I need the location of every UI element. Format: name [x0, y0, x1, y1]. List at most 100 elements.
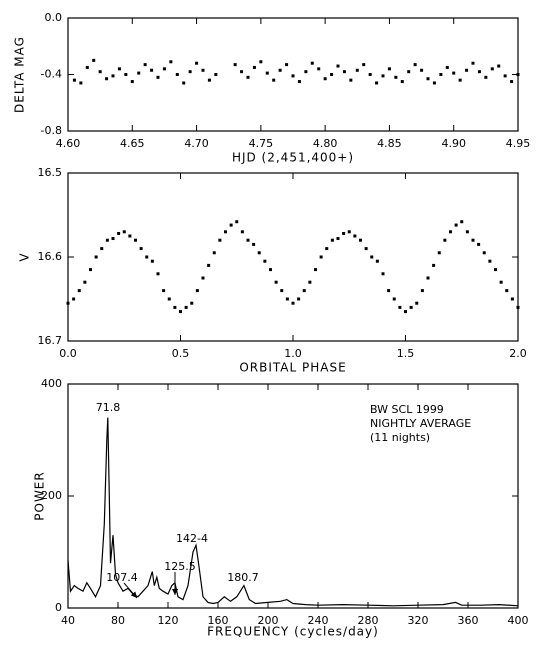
y-axis-label: V [18, 252, 32, 261]
data-point [150, 259, 154, 263]
data-point [325, 247, 329, 251]
data-point [179, 310, 182, 314]
data-point [184, 305, 188, 309]
data-point [201, 276, 205, 280]
data-point [458, 78, 462, 82]
data-point [477, 70, 481, 74]
data-point [156, 75, 160, 79]
data-point [111, 237, 115, 241]
data-point [173, 305, 177, 309]
data-point [252, 242, 256, 246]
data-point [212, 251, 216, 255]
x-tick-label: 160 [208, 614, 229, 627]
data-point [336, 64, 340, 68]
data-point [510, 297, 514, 301]
y-axis-label: POWER [33, 471, 47, 520]
x-tick-label: 360 [458, 614, 479, 627]
data-point [100, 247, 104, 251]
data-point [420, 68, 424, 72]
data-point [375, 81, 379, 85]
data-point [426, 77, 430, 81]
data-point [426, 276, 430, 280]
data-point [387, 67, 391, 71]
data-point [477, 242, 481, 246]
data-point [353, 234, 357, 238]
y-tick-label: 0 [55, 601, 62, 614]
data-point [452, 71, 456, 75]
x-tick-label: 4.70 [184, 137, 209, 150]
data-point [94, 255, 98, 259]
annotation: 180.7 [227, 571, 259, 584]
data-point [188, 70, 192, 74]
data-point [175, 73, 179, 76]
data-point [400, 80, 404, 84]
data-point [85, 65, 89, 69]
annotation: NIGHTLY AVERAGE [370, 417, 471, 430]
x-tick-label: 320 [408, 614, 429, 627]
data-point [297, 80, 301, 84]
y-tick-label: -0.4 [41, 68, 62, 81]
data-point [516, 305, 520, 309]
power-line [67, 417, 519, 607]
data-point [308, 280, 312, 284]
annotation: 107.4 [106, 571, 138, 584]
data-point [364, 247, 368, 251]
annotation: (11 nights) [370, 431, 430, 444]
data-point [310, 61, 314, 65]
data-point [182, 81, 186, 85]
data-point [362, 63, 366, 67]
data-point [162, 67, 166, 71]
arrow-head [130, 591, 137, 598]
data-point [89, 268, 92, 272]
data-point [317, 67, 321, 71]
data-point [381, 74, 385, 78]
data-point [370, 255, 374, 259]
data-point [449, 230, 452, 234]
x-tick-label: 280 [358, 614, 379, 627]
annotation: 142-4 [176, 532, 208, 545]
data-point [98, 70, 102, 74]
x-tick-label: 1.0 [284, 347, 302, 360]
data-point [156, 272, 160, 276]
plot-frame [67, 172, 519, 342]
x-axis-label: HJD (2,451,400+) [232, 151, 354, 165]
data-point [490, 67, 494, 71]
data-point [392, 297, 396, 301]
data-point [263, 259, 267, 263]
data-point [304, 70, 308, 74]
data-point [66, 301, 70, 305]
data-point [269, 268, 272, 272]
x-tick-label: 120 [158, 614, 179, 627]
data-point [77, 289, 81, 293]
data-point [259, 60, 263, 64]
data-point [347, 230, 351, 234]
data-point [229, 223, 233, 227]
data-point [280, 289, 284, 293]
data-point [460, 220, 464, 224]
data-point [130, 80, 134, 84]
x-tick-label: 4.60 [56, 137, 81, 150]
data-point [443, 238, 447, 242]
data-point [137, 71, 141, 75]
data-point [336, 237, 340, 241]
y-tick-label: 400 [41, 377, 62, 390]
data-point [297, 297, 301, 301]
data-point [368, 73, 372, 76]
data-point [207, 263, 211, 267]
data-point [79, 81, 83, 85]
y-tick-label: 16.6 [38, 250, 63, 263]
data-point [355, 68, 359, 72]
data-point [330, 73, 334, 76]
data-point [465, 230, 469, 234]
data-point [499, 280, 503, 284]
data-point [471, 238, 475, 242]
data-point [214, 73, 218, 76]
data-point [143, 63, 147, 67]
annotation: 71.8 [96, 401, 121, 414]
data-point [516, 73, 520, 76]
data-point [235, 220, 239, 224]
data-point [169, 60, 173, 64]
data-point [407, 70, 411, 74]
data-point [139, 247, 143, 251]
